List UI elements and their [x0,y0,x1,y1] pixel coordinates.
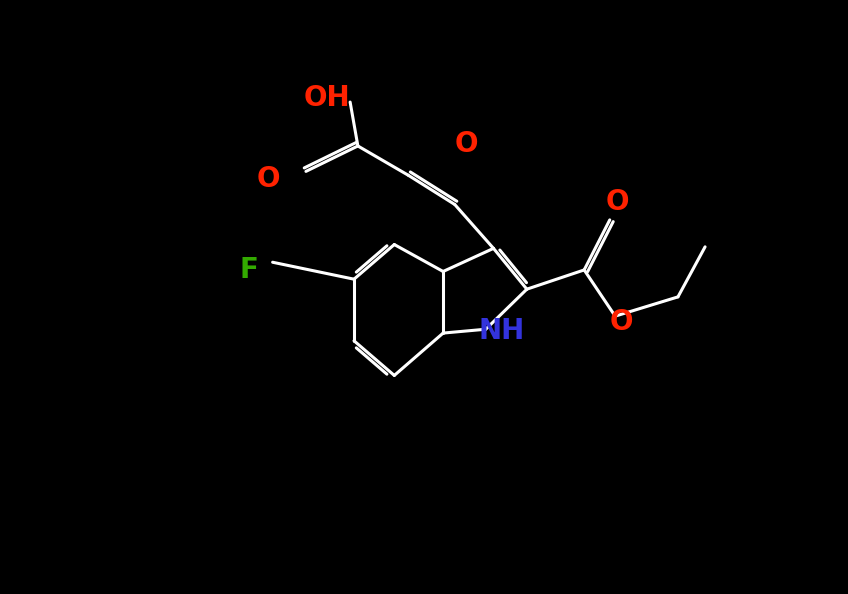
Text: OH: OH [304,84,350,112]
Text: O: O [610,308,633,336]
Text: O: O [605,188,629,216]
Text: NH: NH [478,317,524,345]
Text: O: O [455,131,478,159]
Text: O: O [257,165,281,193]
Text: F: F [240,256,259,284]
